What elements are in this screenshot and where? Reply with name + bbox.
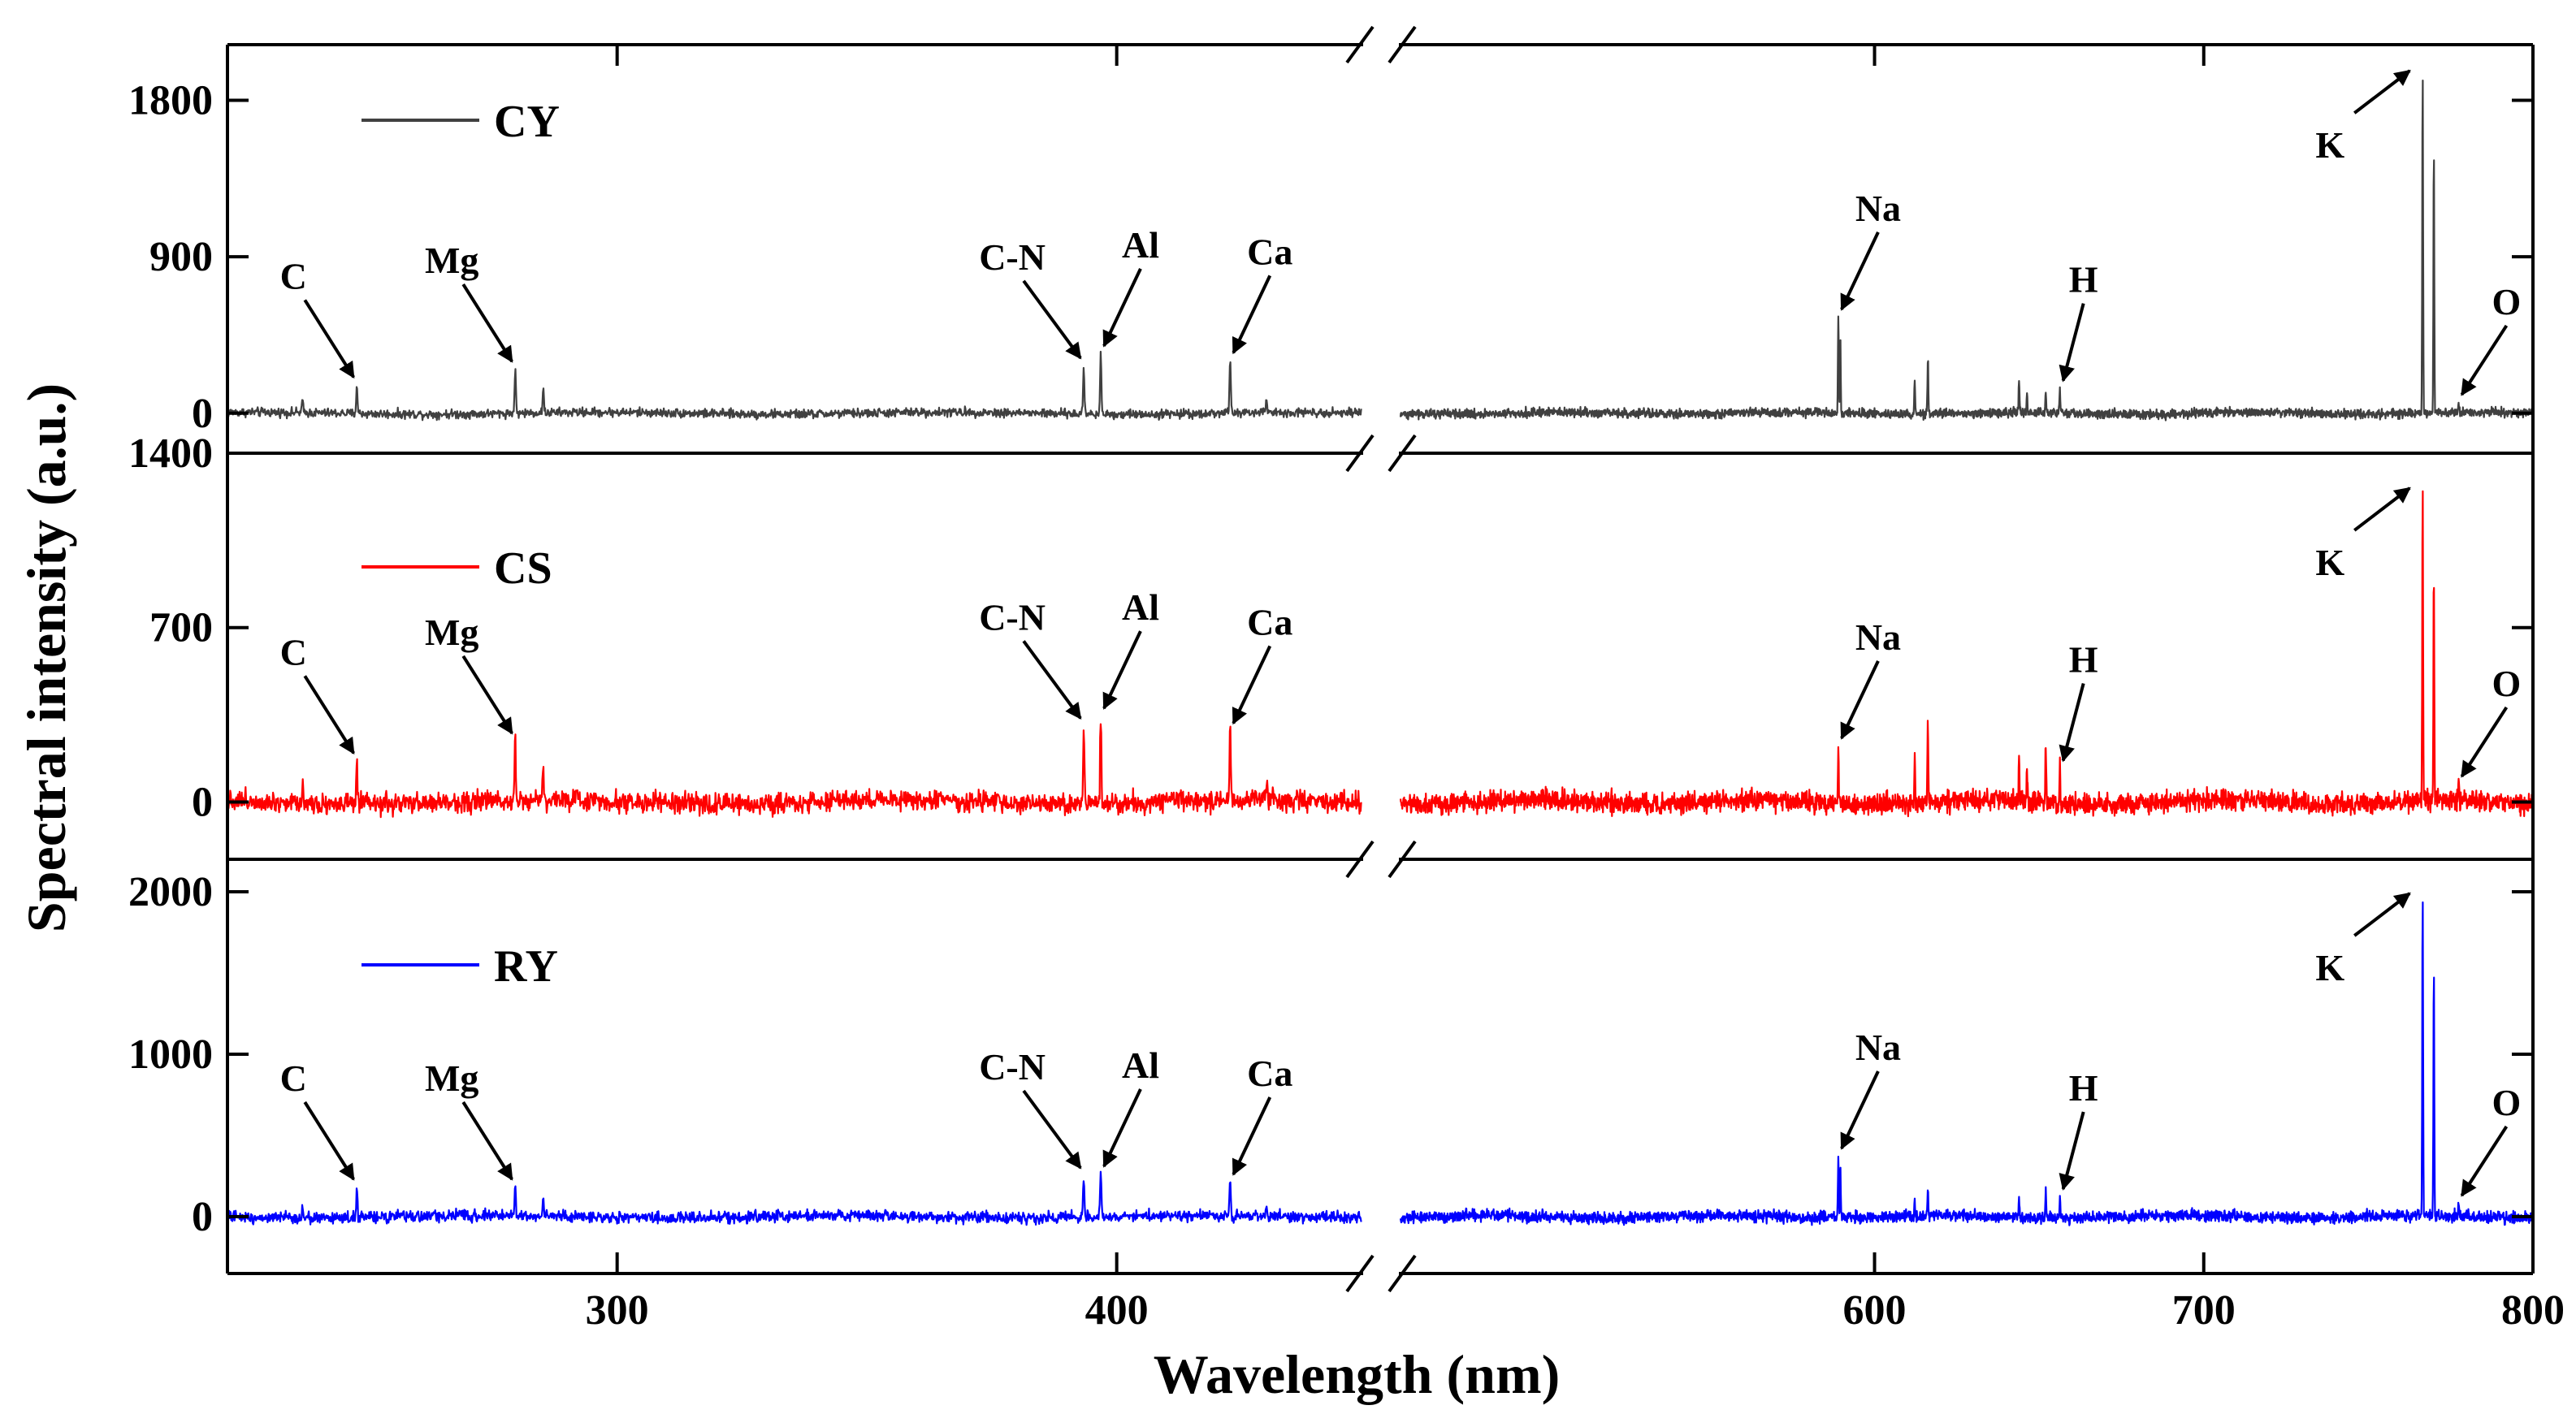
axis-break-mark [1345,434,1375,473]
annotation-arrow [461,1101,513,1181]
series-cy-segment-2 [1399,80,2534,422]
x-tick-label: 700 [2172,1287,2236,1334]
annotation-label-c-n: C-N [979,1046,1046,1088]
axis-break-mark [1345,840,1375,879]
annotation-arrow [1232,645,1272,725]
annotation-label-c-n: C-N [979,236,1046,278]
annotation-label-h: H [2069,1067,2098,1109]
axis-break-mark [1388,434,1417,473]
annotation-label-na: Na [1855,188,1901,229]
annotation-label-al: Al [1122,224,1159,266]
annotation-arrow [2353,69,2411,115]
annotation-arrow [1840,231,1880,311]
legend-label-ry: RY [494,941,558,992]
annotation-arrow [2353,892,2411,937]
annotation-arrow [1022,640,1082,720]
annotation-arrow [1022,1089,1082,1170]
annotation-label-ca: Ca [1247,231,1292,272]
y-tick-label: 700 [149,605,213,651]
y-tick-label: 0 [192,391,213,437]
y-tick-label: 0 [192,779,213,825]
x-tick-label: 600 [1843,1287,1907,1334]
annotation-label-mg: Mg [425,240,478,281]
panel-ry: 0 1000 2000 RY C Mg C-N Al Ca Na H K O [128,869,2534,1240]
annotation-label-o: O [2492,663,2522,704]
series-ry-segment-1 [226,1170,1362,1226]
y-tick-label: 1000 [128,1031,213,1078]
annotation-arrow [1232,275,1272,355]
x-tick-label: 400 [1085,1287,1149,1334]
series-cs-segment-1 [226,723,1362,819]
annotation-label-c: C [280,1057,307,1099]
annotation-arrow [2059,1111,2085,1191]
annotation-arrow [461,655,513,735]
legend-label-cs: CS [494,543,552,594]
annotation-label-o: O [2492,281,2522,322]
annotation-arrow [1102,267,1142,348]
annotation-arrow [2059,682,2085,763]
annotation-label-c-n: C-N [979,596,1046,638]
annotation-label-k: K [2315,124,2344,166]
axis-break-mark [1388,25,1417,64]
annotation-arrow [1102,630,1142,710]
y-tick-label: 1800 [128,77,213,123]
annotation-label-c: C [280,631,307,672]
annotation-arrow [2460,1125,2509,1197]
annotation-label-o: O [2492,1082,2522,1123]
annotation-arrow [2353,486,2411,532]
annotation-label-c: C [280,255,307,296]
x-tick-label: 800 [2501,1287,2565,1334]
annotation-arrow [303,675,355,755]
y-tick-label: 0 [192,1194,213,1240]
annotation-label-mg: Mg [425,612,478,653]
annotation-arrow [1232,1096,1272,1176]
series-cs-segment-2 [1399,490,2534,818]
annotation-arrow [1840,1070,1880,1150]
annotation-arrow [1840,660,1880,740]
annotation-label-al: Al [1122,586,1159,628]
annotation-arrow [1102,1088,1142,1168]
y-axis-title: Spectral intensity (a.u.) [15,383,77,932]
panel-cy: 0 900 1800 CY C Mg C-N Al Ca Na H K O [128,69,2534,437]
annotation-label-h: H [2069,259,2098,301]
annotation-label-mg: Mg [425,1057,478,1099]
annotation-arrow [303,299,355,379]
series-cy-segment-1 [227,350,1362,422]
y-tick-label: 2000 [128,869,213,915]
annotation-label-al: Al [1122,1044,1159,1086]
annotation-label-k: K [2315,947,2344,988]
annotation-arrow [2460,324,2509,396]
series-ry-segment-2 [1399,901,2534,1226]
x-axis-title: Wavelength (nm) [1154,1343,1561,1405]
legend-label-cy: CY [494,97,560,147]
y-tick-label: 900 [149,234,213,280]
axis-break-mark [1388,840,1417,879]
y-tick-label: 1400 [128,430,213,477]
annotation-arrow [303,1101,355,1181]
axis-break-mark [1388,1254,1417,1293]
panel-cs: 0 700 1400 CS C Mg C-N Al Ca Na H K O [128,430,2534,825]
annotation-label-ca: Ca [1247,601,1292,642]
annotation-arrow [2460,706,2509,778]
annotation-arrow [1022,279,1082,360]
annotation-arrow [461,283,513,363]
annotation-label-ca: Ca [1247,1053,1292,1094]
annotation-label-na: Na [1855,1027,1901,1068]
annotation-label-h: H [2069,639,2098,681]
annotation-label-na: Na [1855,616,1901,658]
annotation-label-k: K [2315,542,2344,583]
x-tick-label: 300 [586,1287,649,1334]
annotation-arrow [2059,303,2085,383]
axis-break-mark [1345,25,1375,64]
axis-break-mark [1345,1254,1375,1293]
